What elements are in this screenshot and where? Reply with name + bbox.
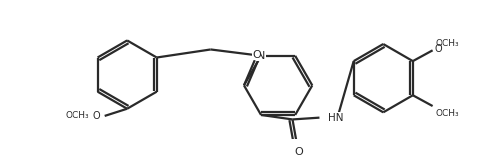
Text: O: O — [294, 147, 302, 155]
Text: O: O — [252, 50, 260, 60]
Text: OCH₃: OCH₃ — [435, 109, 458, 118]
Text: O: O — [434, 44, 441, 53]
Text: O: O — [92, 111, 100, 121]
Text: OCH₃: OCH₃ — [66, 111, 89, 120]
Text: OCH₃: OCH₃ — [435, 39, 458, 48]
Text: HN: HN — [328, 113, 343, 123]
Text: N: N — [257, 51, 265, 61]
